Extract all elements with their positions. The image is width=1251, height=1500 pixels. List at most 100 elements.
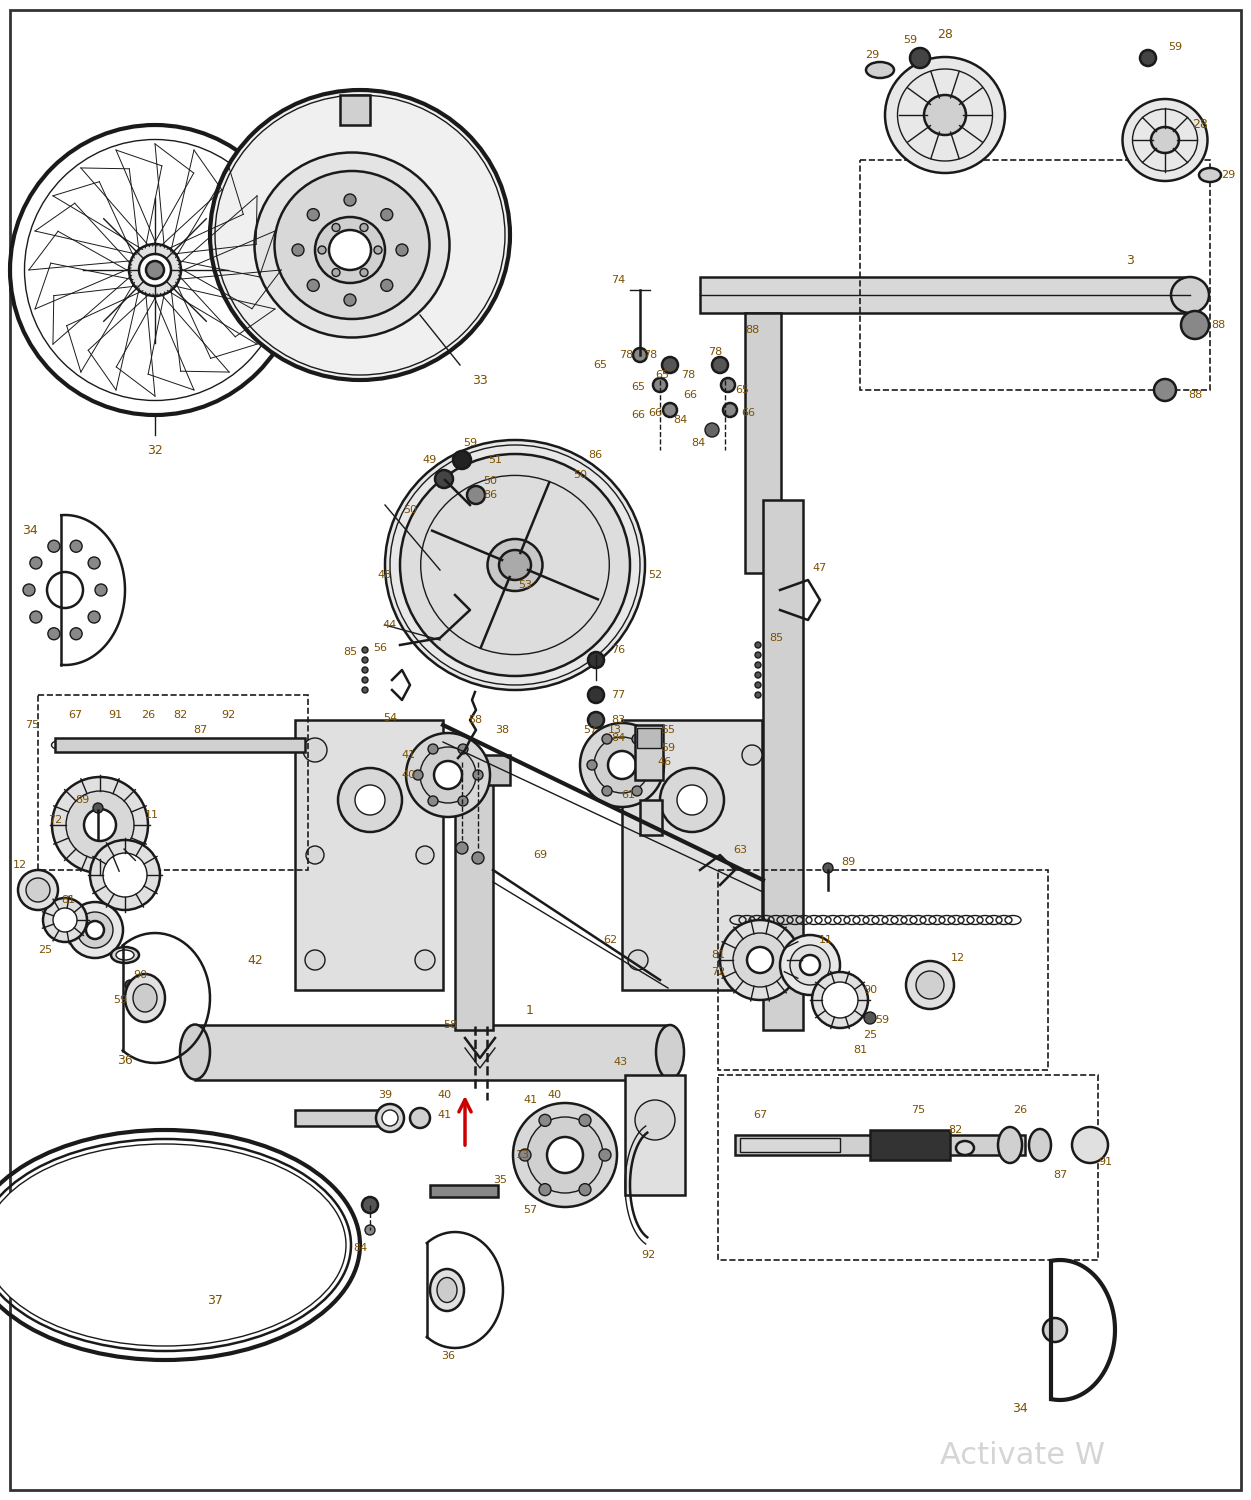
Circle shape: [756, 682, 761, 688]
Ellipse shape: [998, 1126, 1022, 1162]
Text: 78: 78: [619, 350, 633, 360]
Text: 81: 81: [711, 950, 726, 960]
Bar: [736, 1136, 1025, 1155]
Circle shape: [662, 357, 678, 374]
Text: 85: 85: [769, 633, 783, 644]
Circle shape: [66, 790, 134, 859]
Text: 13: 13: [608, 724, 622, 735]
Circle shape: [435, 470, 453, 488]
Bar: [430, 1185, 498, 1197]
Ellipse shape: [139, 254, 171, 286]
Text: 48: 48: [378, 570, 392, 580]
Text: 69: 69: [533, 850, 547, 859]
Ellipse shape: [866, 62, 894, 78]
Ellipse shape: [884, 57, 1005, 172]
Ellipse shape: [146, 261, 164, 279]
Text: Activate W: Activate W: [940, 1440, 1105, 1470]
Ellipse shape: [400, 454, 631, 676]
Circle shape: [742, 950, 762, 970]
Text: 90: 90: [863, 986, 877, 994]
Circle shape: [587, 760, 597, 770]
Text: 65: 65: [736, 386, 749, 394]
Bar: [636, 724, 663, 780]
Circle shape: [712, 357, 728, 374]
Text: 56: 56: [373, 644, 387, 652]
Circle shape: [789, 945, 829, 986]
Circle shape: [377, 1104, 404, 1132]
Text: 41: 41: [438, 1110, 452, 1120]
Circle shape: [721, 920, 799, 1001]
Circle shape: [374, 246, 382, 254]
Text: 41: 41: [523, 1095, 537, 1106]
Text: 50: 50: [483, 476, 497, 486]
Circle shape: [527, 1118, 603, 1192]
Text: 66: 66: [648, 408, 662, 419]
Circle shape: [916, 970, 945, 999]
Text: 88: 88: [1211, 320, 1225, 330]
Text: 67: 67: [753, 1110, 767, 1120]
Text: 86: 86: [483, 490, 497, 500]
Text: 72: 72: [711, 968, 726, 976]
Bar: [741, 1138, 839, 1152]
Text: 36: 36: [118, 1053, 133, 1066]
Text: 81: 81: [853, 1046, 867, 1054]
Bar: [295, 720, 443, 990]
Circle shape: [513, 1102, 617, 1208]
Circle shape: [721, 378, 736, 392]
Circle shape: [906, 962, 955, 1010]
Ellipse shape: [133, 984, 156, 1012]
Circle shape: [636, 1100, 676, 1140]
Circle shape: [397, 244, 408, 256]
Text: 84: 84: [353, 1244, 367, 1252]
Circle shape: [417, 846, 434, 864]
Ellipse shape: [116, 950, 134, 960]
Text: 84: 84: [610, 734, 626, 742]
Circle shape: [663, 404, 677, 417]
Circle shape: [84, 808, 116, 842]
Text: 65: 65: [656, 370, 669, 380]
Bar: [295, 1110, 380, 1126]
Bar: [38, 694, 308, 870]
Text: 63: 63: [733, 844, 747, 855]
Bar: [195, 1024, 671, 1080]
Text: 11: 11: [819, 934, 833, 945]
Text: 81: 81: [61, 896, 75, 904]
Bar: [626, 1076, 686, 1196]
Bar: [455, 760, 493, 1030]
Text: 67: 67: [68, 710, 83, 720]
Text: 29: 29: [1221, 170, 1235, 180]
Circle shape: [86, 921, 104, 939]
Ellipse shape: [499, 550, 530, 580]
Circle shape: [305, 950, 325, 970]
Text: 50: 50: [573, 470, 587, 480]
Circle shape: [822, 982, 858, 1018]
Text: 65: 65: [593, 360, 607, 370]
Circle shape: [103, 853, 148, 897]
Text: 51: 51: [488, 454, 502, 465]
Text: 86: 86: [588, 450, 602, 460]
Text: 39: 39: [378, 1090, 392, 1100]
Circle shape: [539, 1114, 550, 1126]
Circle shape: [413, 770, 423, 780]
Circle shape: [380, 279, 393, 291]
Text: 25: 25: [863, 1030, 877, 1039]
Circle shape: [723, 404, 737, 417]
Text: 87: 87: [193, 724, 208, 735]
Bar: [55, 738, 305, 752]
Circle shape: [410, 1108, 430, 1128]
Bar: [869, 1130, 950, 1160]
Circle shape: [303, 738, 327, 762]
Circle shape: [68, 902, 123, 958]
Circle shape: [380, 209, 393, 220]
Circle shape: [823, 862, 833, 873]
Circle shape: [580, 723, 664, 807]
Text: 33: 33: [472, 374, 488, 387]
Circle shape: [742, 746, 762, 765]
Text: 40: 40: [548, 1090, 562, 1100]
Circle shape: [458, 796, 468, 806]
Circle shape: [407, 734, 490, 818]
Circle shape: [360, 224, 368, 231]
Ellipse shape: [1171, 278, 1208, 314]
Circle shape: [453, 452, 470, 470]
Circle shape: [306, 846, 324, 864]
